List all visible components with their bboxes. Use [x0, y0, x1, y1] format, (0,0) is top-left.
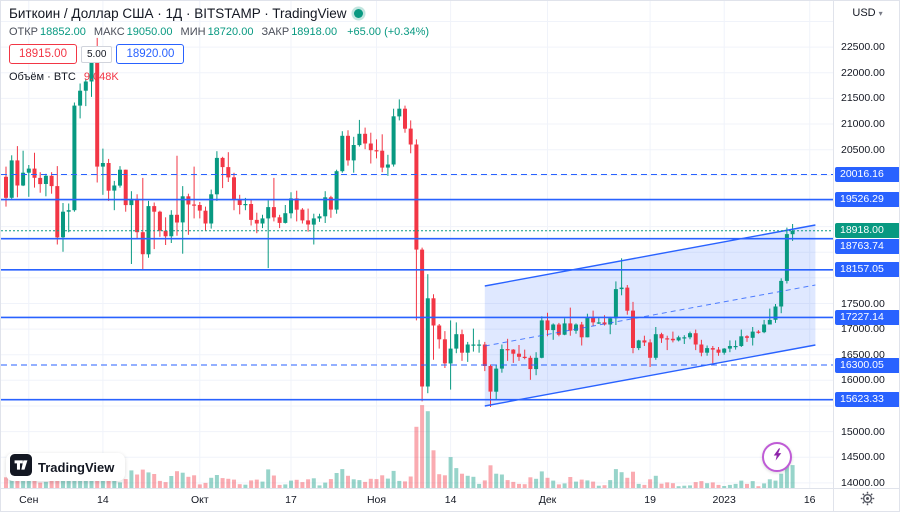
- time-tick: Ноя: [366, 494, 387, 506]
- currency-toggle[interactable]: USD ▾: [834, 1, 899, 25]
- chart-canvas[interactable]: [1, 1, 833, 489]
- last-price-badge: 18918.00: [835, 223, 899, 239]
- market-status-icon: [353, 9, 363, 18]
- time-axis[interactable]: Сен 14 Окт 17 Ноя 14 Дек 19 2023 16: [1, 488, 833, 511]
- tradingview-logo-icon: [10, 453, 32, 481]
- tradingview-logo[interactable]: TradingView: [6, 453, 126, 481]
- buy-price-button[interactable]: 18920.00: [116, 44, 185, 64]
- price-tick: 21000.00: [841, 118, 885, 130]
- volume-label: Объём · BTC: [9, 71, 76, 83]
- lightning-icon: [770, 447, 785, 467]
- time-tick: 16: [803, 494, 816, 506]
- price-level-badge: 17227.14: [835, 309, 899, 325]
- price-tick: 17000.00: [841, 323, 885, 336]
- volume-row: Объём · BTC 9.048K: [9, 71, 429, 83]
- axis-settings-button[interactable]: [833, 488, 899, 511]
- price-level-badge: 18763.74: [835, 239, 899, 255]
- lightning-button[interactable]: [762, 442, 792, 472]
- price-tick: 22500.00: [841, 41, 885, 54]
- sell-price-button[interactable]: 18915.00: [9, 44, 77, 64]
- symbol-title[interactable]: Биткоин / Доллар США · 1Д · BITSTAMP · T…: [9, 6, 347, 21]
- currency-label: USD: [852, 7, 876, 19]
- change-value: +65.00 (+0.34%): [347, 26, 430, 38]
- time-tick: Окт: [190, 494, 209, 506]
- close-label: ЗАКР: [261, 26, 290, 38]
- trade-panel: 18915.00 5.00 18920.00: [9, 44, 429, 64]
- price-level-badge: 19526.29: [835, 192, 899, 208]
- open-label: ОТКР: [9, 26, 39, 38]
- close-value: 18918.00: [291, 26, 338, 38]
- time-tick: 19: [644, 494, 656, 506]
- price-tick: 14000.00: [841, 476, 885, 489]
- price-axis[interactable]: USD ▾ 22500.00 22000.00 21500.00 21000.00 20…: [833, 1, 899, 489]
- chevron-down-icon: ▾: [878, 8, 883, 18]
- price-tick: 17500.00: [841, 297, 885, 310]
- price-level-badge: 18157.05: [835, 262, 899, 278]
- time-tick: Сен: [19, 494, 39, 506]
- gear-icon: [860, 491, 875, 511]
- low-value: 18720.00: [207, 26, 254, 38]
- time-tick: 14: [97, 494, 109, 506]
- time-tick: 2023: [712, 494, 736, 506]
- low-label: МИН: [180, 26, 206, 38]
- price-tick: 14500.00: [841, 451, 885, 464]
- price-tick: 15000.00: [841, 425, 885, 438]
- price-level-badge: 16300.05: [835, 357, 899, 373]
- price-level-badge: 15623.33: [835, 392, 899, 408]
- high-value: 19050.00: [126, 26, 173, 38]
- price-level-badge: 20016.16: [835, 167, 899, 182]
- time-tick: Дек: [538, 494, 557, 506]
- time-tick: 17: [285, 494, 297, 506]
- ohlc-row: ОТКР 18852.00 МАКС 19050.00 МИН 18720.00 ЗА…: [9, 26, 429, 38]
- price-tick: 22000.00: [841, 66, 885, 79]
- chart-legend: Биткоин / Доллар США · 1Д · BITSTAMP · T…: [9, 6, 429, 83]
- price-tick: 21500.00: [841, 92, 885, 105]
- tradingview-logo-text: TradingView: [38, 459, 115, 475]
- time-tick: 14: [444, 494, 457, 506]
- volume-value: 9.048K: [83, 71, 119, 83]
- spread-value: 5.00: [80, 45, 113, 63]
- open-value: 18852.00: [40, 26, 86, 38]
- price-tick: 20500.00: [841, 143, 885, 156]
- price-tick: 16000.00: [841, 374, 885, 387]
- high-label: МАКС: [93, 26, 125, 38]
